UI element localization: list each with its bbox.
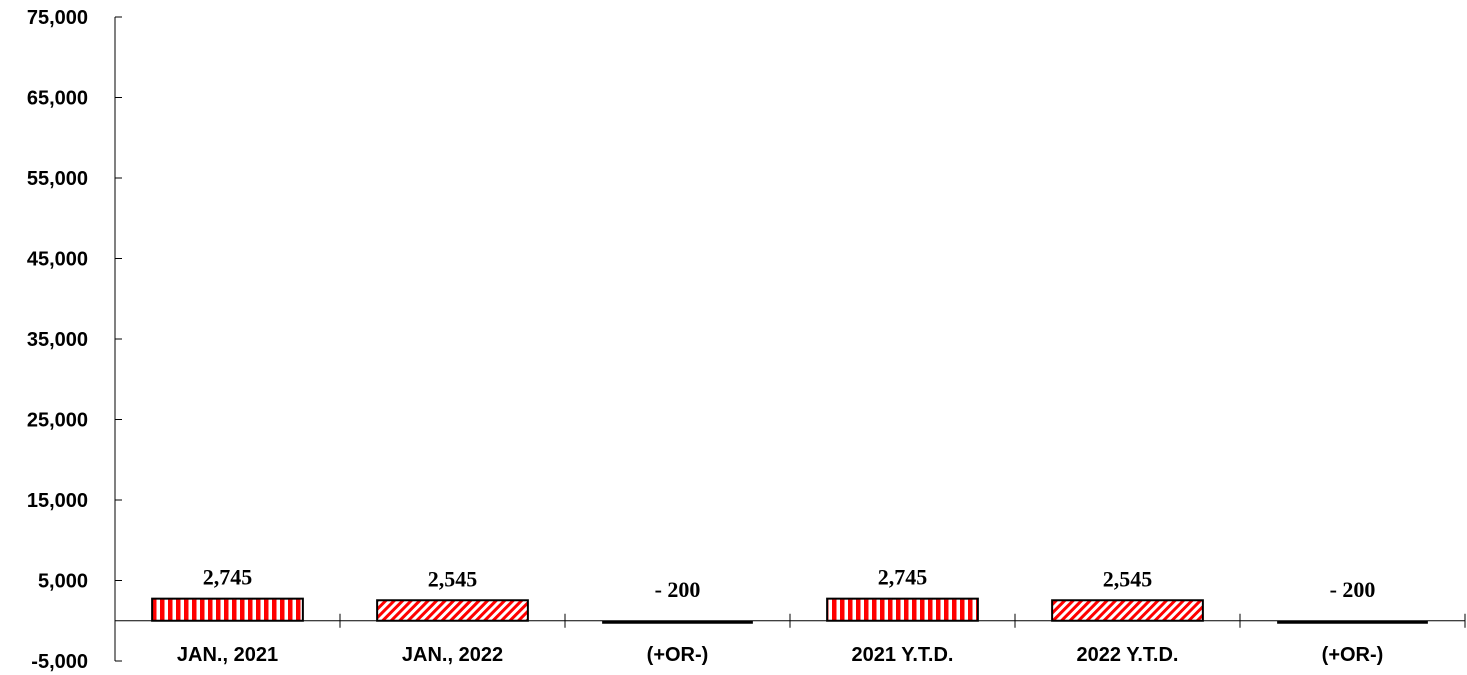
y-tick-label: 5,000 [38, 571, 88, 593]
y-tick-label: 75,000 [27, 7, 88, 29]
x-tick-label: JAN., 2021 [177, 644, 278, 666]
y-tick-label: 35,000 [27, 329, 88, 351]
y-tick-label: 65,000 [27, 88, 88, 110]
bars [151, 597, 1428, 624]
x-tick-label: (+OR-) [647, 644, 709, 666]
y-tick-label: -5,000 [31, 651, 88, 673]
data-label: - 200 [655, 577, 701, 602]
x-tick-label: (+OR-) [1322, 644, 1384, 666]
y-tick-label: 55,000 [27, 168, 88, 190]
x-tick-label: 2022 Y.T.D. [1077, 644, 1179, 666]
data-label: 2,745 [203, 565, 253, 590]
data-label: 2,545 [428, 566, 478, 591]
bar [376, 599, 529, 622]
y-tick-label: 25,000 [27, 410, 88, 432]
data-label: 2,545 [1103, 566, 1153, 591]
y-tick-label: 45,000 [27, 249, 88, 271]
bar [1051, 599, 1204, 622]
bar [602, 620, 753, 624]
x-tick-label: 2021 Y.T.D. [852, 644, 954, 666]
y-tick-label: 15,000 [27, 490, 88, 512]
labels: 2,745 JAN., 2021 2,545 JAN., 2022 - 200 (+OR-… [177, 565, 1383, 666]
x-tick-label: JAN., 2022 [402, 644, 503, 666]
bar [1277, 620, 1428, 624]
bar [151, 597, 304, 622]
data-label: - 200 [1330, 577, 1376, 602]
bar [826, 597, 979, 622]
axes: 75,000 65,000 55,000 45,000 35,000 25,000 15,0… [27, 7, 1466, 673]
data-label: 2,745 [878, 565, 928, 590]
